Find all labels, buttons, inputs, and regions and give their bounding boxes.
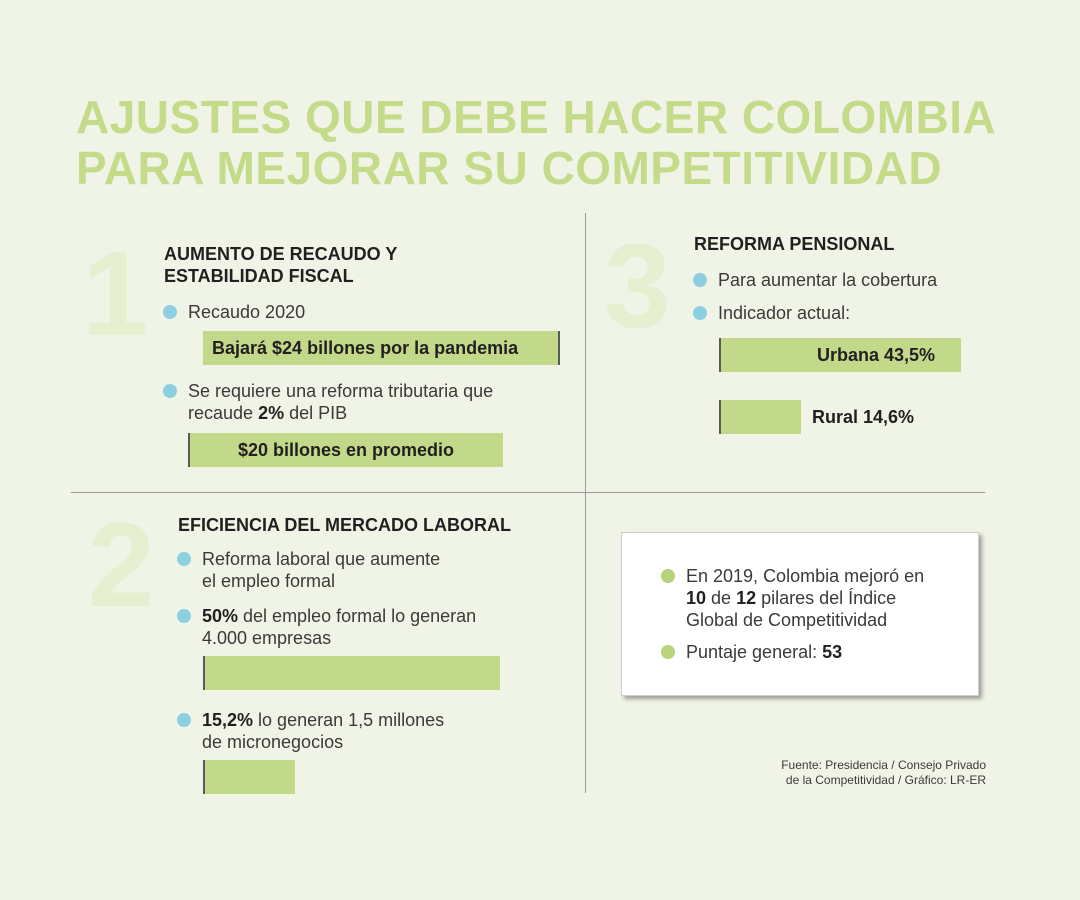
section-1-number: 1 — [82, 227, 149, 361]
box-bullet-1-line-3: Global de Competitividad — [686, 610, 888, 630]
bullet-dot-icon — [177, 713, 191, 727]
section-3-bullet-2-text: Indicador actual: — [718, 303, 851, 323]
title-line-2: PARA MEJORAR SU COMPETITIVIDAD — [76, 142, 943, 194]
page-title: AJUSTES QUE DEBE HACER COLOMBIA PARA MEJ… — [76, 92, 996, 194]
section-2-number: 2 — [88, 498, 155, 632]
section-2-bullet-2-rest: del empleo formal lo generan — [238, 606, 477, 626]
section-1-bullet-2-post: del PIB — [284, 403, 348, 423]
section-3-bullet-2: Indicador actual: — [693, 302, 851, 324]
section-2-bullet-2: 50% del empleo formal lo generan 4.000 e… — [177, 605, 476, 649]
section-1-bullet-2-line-2: recaude 2% del PIB — [188, 402, 493, 424]
vertical-divider — [585, 213, 586, 793]
section-1-title-line-1: AUMENTO DE RECAUDO Y — [164, 244, 398, 264]
section-3-bullet-1-text: Para aumentar la cobertura — [718, 270, 938, 290]
section-1-bar-2 — [188, 433, 503, 467]
section-3-bar-urbana — [719, 338, 961, 372]
section-2-bar-2 — [203, 760, 295, 794]
source-note: Fuente: Presidencia / Consejo Privado de… — [781, 758, 986, 788]
section-3-bar-urbana-label: Urbana 43,5% — [817, 345, 936, 365]
section-2-bullet-1-line-1: Reforma laboral que aumente — [202, 549, 441, 569]
section-3-bullet-1: Para aumentar la cobertura — [693, 269, 938, 291]
section-1-bullet-2: Se requiere una reforma tributaria que r… — [163, 380, 494, 424]
bullet-dot-icon — [661, 645, 675, 659]
source-line-1: Fuente: Presidencia / Consejo Privado — [781, 758, 986, 772]
bullet-dot-icon — [693, 273, 707, 287]
bullet-dot-icon — [177, 609, 191, 623]
section-2-bullet-1-line-2: el empleo formal — [202, 571, 336, 591]
section-2-bullet-2-line-2: 4.000 empresas — [202, 628, 332, 648]
section-2-bullet-2-line-1: 50% del empleo formal lo generan — [202, 605, 476, 627]
source-line-2: de la Competitividad / Gráfico: LR-ER — [785, 773, 986, 787]
section-1-title-line-2: ESTABILIDAD FISCAL — [164, 266, 354, 286]
box-bullet-1-line-1: En 2019, Colombia mejoró en — [686, 566, 925, 586]
section-1-bullet-1: Recaudo 2020 — [163, 301, 306, 323]
section-2-title: EFICIENCIA DEL MERCADO LABORAL — [178, 515, 511, 535]
bullet-dot-icon — [661, 569, 675, 583]
bullet-dot-icon — [177, 552, 191, 566]
section-2-bullet-3-rest: lo generan 1,5 millones — [253, 710, 445, 730]
box-bullet-1-rest: pilares del Índice — [756, 588, 897, 608]
section-2-bullet-3-bold: 15,2% — [202, 710, 254, 730]
section-3-title: REFORMA PENSIONAL — [694, 234, 895, 254]
section-2-bullet-2-bold: 50% — [202, 606, 239, 626]
horizontal-divider — [71, 492, 985, 493]
bullet-dot-icon — [163, 384, 177, 398]
section-2-bullet-3-line-2: de micronegocios — [202, 732, 344, 752]
section-3-bar-rural — [719, 400, 801, 434]
section-1-title: AUMENTO DE RECAUDO Y ESTABILIDAD FISCAL — [164, 243, 397, 287]
section-1-bar-1 — [203, 331, 560, 365]
box-bullet-2-text: Puntaje general: 53 — [686, 642, 842, 662]
box-bullet-1-line-2: 10 de 12 pilares del Índice — [686, 587, 924, 609]
section-3-bar-rural-label: Rural 14,6% — [812, 407, 915, 427]
section-2-bullet-3-line-1: 15,2% lo generan 1,5 millones — [202, 709, 444, 731]
section-1-bullet-2-pre: recaude — [188, 403, 259, 423]
section-2-bullet-1: Reforma laboral que aumente el empleo fo… — [177, 548, 441, 592]
section-3-number: 3 — [604, 219, 671, 353]
section-1-bullet-2-bold: 2% — [258, 403, 285, 423]
box-bullet-2-pre: Puntaje general: — [686, 642, 823, 662]
section-1-bullet-1-text: Recaudo 2020 — [188, 302, 306, 322]
title-line-1: AJUSTES QUE DEBE HACER COLOMBIA — [76, 91, 997, 143]
box-bullet-1-bold-2: 12 — [736, 588, 757, 608]
box-bullet-2: Puntaje general: 53 — [661, 641, 842, 663]
section-2-bar-1 — [203, 656, 500, 690]
bullet-dot-icon — [693, 306, 707, 320]
box-bullet-2-bold: 53 — [822, 642, 843, 662]
box-bullet-1: En 2019, Colombia mejoró en 10 de 12 pil… — [661, 565, 925, 631]
section-1-bar-1-label: Bajará $24 billones por la pandemia — [212, 338, 519, 358]
highlight-box — [621, 532, 979, 696]
section-2-bullet-3: 15,2% lo generan 1,5 millones de microne… — [177, 709, 444, 753]
bullet-dot-icon — [163, 305, 177, 319]
box-bullet-1-bold-1: 10 — [686, 588, 707, 608]
section-1-bar-2-label: $20 billones en promedio — [238, 440, 455, 460]
section-1-bullet-2-line-1: Se requiere una reforma tributaria que — [188, 381, 494, 401]
box-bullet-1-mid: de — [706, 588, 737, 608]
